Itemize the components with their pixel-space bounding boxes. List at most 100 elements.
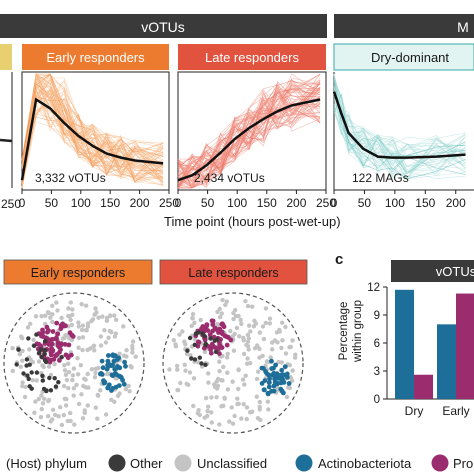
network-node: [72, 422, 77, 427]
network-node: [245, 339, 251, 344]
network-node: [24, 357, 30, 362]
network-node: [75, 356, 80, 361]
legend-item-other: Other: [108, 454, 163, 472]
network-node: [76, 335, 82, 341]
network-node: [238, 317, 243, 323]
profile-trace: [177, 88, 321, 189]
network-node: [50, 407, 56, 412]
network-node: [283, 351, 289, 356]
network-node: [271, 388, 277, 394]
panel-c-ylabel-line2: within group: [352, 300, 364, 363]
network-node: [110, 373, 116, 379]
network-early-title: Early responders: [31, 266, 126, 280]
network-node: [257, 407, 262, 412]
network-node: [290, 338, 295, 343]
network-node: [267, 321, 273, 326]
y-tick-label: 0: [374, 394, 380, 406]
network-node: [71, 393, 76, 398]
profile-trace: [177, 103, 321, 174]
legend-label-other: Other: [130, 456, 163, 471]
network-node: [50, 312, 55, 317]
network-node: [265, 390, 271, 396]
network-node: [39, 406, 44, 412]
network-node: [219, 321, 225, 327]
network-node: [34, 370, 40, 375]
network-node: [112, 334, 118, 339]
network-node: [272, 338, 278, 343]
network-node: [280, 377, 285, 382]
network-node: [20, 348, 25, 354]
network-node: [27, 384, 32, 389]
network-node: [208, 336, 213, 341]
x-tick-label: 100: [385, 196, 405, 210]
network-node: [272, 380, 278, 385]
network-node: [116, 383, 122, 388]
network-node: [28, 321, 33, 326]
network-node: [76, 345, 81, 350]
network-node: [80, 335, 86, 340]
network-node: [286, 385, 291, 390]
network-node: [34, 332, 39, 337]
network-node: [20, 358, 25, 363]
network-node: [21, 371, 26, 376]
network-node: [241, 338, 246, 343]
network-node: [189, 356, 194, 361]
legend-label-proteobacteria: Pro: [453, 456, 473, 471]
network-node: [209, 420, 214, 425]
network-node: [245, 344, 251, 349]
legend-swatch-actinobacteriota: [295, 454, 313, 472]
network-node: [130, 346, 135, 351]
bar-dry-0: [395, 289, 414, 399]
network-node: [59, 315, 64, 321]
legend-swatch-unclassified: [174, 454, 192, 472]
network-node: [39, 314, 44, 319]
network-node: [59, 355, 64, 360]
network-node: [52, 412, 58, 418]
network-node: [60, 336, 66, 341]
network-node: [36, 396, 41, 402]
profile-trace: [177, 91, 321, 189]
network-node: [197, 355, 202, 360]
network-node: [34, 378, 39, 383]
network-node: [49, 341, 55, 347]
network-node: [256, 369, 261, 374]
network-node: [100, 314, 105, 319]
network-node: [259, 365, 265, 371]
network-node: [206, 380, 211, 385]
network-node: [173, 342, 178, 347]
network-node: [122, 359, 127, 365]
network-node: [228, 328, 233, 334]
network-node: [217, 422, 222, 427]
network-node: [230, 421, 236, 426]
panel-c-y-ticks: 0 3 6 9 12: [367, 282, 387, 406]
network-node: [273, 362, 278, 368]
network-node: [271, 383, 277, 389]
network-node: [279, 372, 285, 378]
network-node: [271, 370, 277, 376]
network-node: [280, 338, 285, 343]
network-node: [121, 324, 126, 329]
profile-trace: [177, 90, 321, 189]
network-node: [222, 333, 228, 339]
network-node: [103, 340, 109, 345]
network-node: [33, 314, 39, 319]
network-node: [221, 364, 226, 370]
dry-panel-title: Dry-dominant: [371, 50, 449, 65]
network-node: [177, 332, 182, 337]
network-node: [40, 378, 45, 383]
network-node: [93, 405, 99, 410]
panel-c-bars: [395, 289, 474, 399]
network-node: [187, 370, 193, 375]
network-node: [66, 361, 71, 366]
network-node: [250, 409, 255, 414]
network-node: [233, 314, 239, 319]
network-node: [105, 371, 110, 377]
network-node: [10, 346, 15, 351]
network-node: [209, 341, 215, 347]
network-node: [257, 330, 263, 335]
network-node: [14, 362, 19, 367]
network-node: [70, 377, 75, 383]
network-node: [69, 322, 75, 328]
network-node: [123, 386, 129, 392]
network-node: [191, 403, 196, 409]
